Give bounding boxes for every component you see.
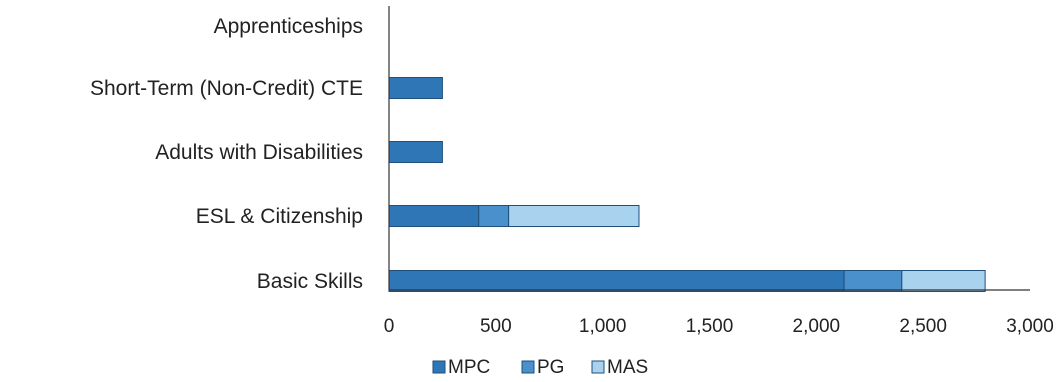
bar-esl-citizenship-mpc bbox=[388, 205, 480, 227]
legend-label-pg: PG bbox=[537, 357, 564, 378]
bar-short-term-non-credit-cte-mpc bbox=[388, 77, 443, 99]
legend-swatch-pg bbox=[521, 360, 535, 374]
legend-item-mas: MAS bbox=[591, 357, 648, 378]
legend-item-pg: PG bbox=[521, 357, 564, 378]
category-labels: Apprenticeships Short-Term (Non-Credit) C… bbox=[90, 15, 363, 293]
bar-esl-citizenship-pg bbox=[478, 205, 510, 227]
category-label-short-term-non-credit-cte: Short-Term (Non-Credit) CTE bbox=[90, 77, 363, 100]
bar-esl-citizenship-mas bbox=[508, 205, 640, 227]
legend-label-mpc: MPC bbox=[448, 357, 490, 378]
category-label-esl-citizenship: ESL & Citizenship bbox=[196, 205, 363, 228]
legend-swatch-mpc bbox=[432, 360, 446, 374]
category-label-adults-with-disabilities: Adults with Disabilities bbox=[155, 141, 363, 164]
bar-basic-skills-mpc bbox=[388, 270, 845, 292]
legend-swatch-mas bbox=[591, 360, 605, 374]
legend-item-mpc: MPC bbox=[432, 357, 490, 378]
x-tick-label-2500: 2,500 bbox=[899, 316, 947, 337]
bar-basic-skills-pg bbox=[843, 270, 903, 292]
x-tick-label-500: 500 bbox=[480, 316, 512, 337]
category-label-basic-skills: Basic Skills bbox=[257, 270, 363, 293]
legend: MPC PG MAS bbox=[432, 357, 648, 378]
bars bbox=[388, 77, 986, 292]
x-tick-label-1000: 1,000 bbox=[579, 316, 627, 337]
x-tick-label-1500: 1,500 bbox=[686, 316, 734, 337]
x-tick-label-0: 0 bbox=[384, 316, 395, 337]
x-tick-labels: 0 500 1,000 1,500 2,000 2,500 3,000 bbox=[384, 316, 1054, 337]
bar-adults-with-disabilities-mpc bbox=[388, 141, 443, 163]
category-label-apprenticeships: Apprenticeships bbox=[214, 15, 363, 38]
legend-label-mas: MAS bbox=[607, 357, 648, 378]
axes bbox=[388, 6, 1030, 291]
x-tick-label-3000: 3,000 bbox=[1006, 316, 1054, 337]
bar-basic-skills-mas bbox=[901, 270, 986, 292]
x-tick-label-2000: 2,000 bbox=[793, 316, 841, 337]
